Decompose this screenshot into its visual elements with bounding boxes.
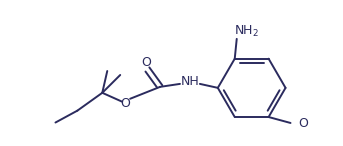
- Text: NH$_2$: NH$_2$: [234, 24, 259, 40]
- Text: O: O: [141, 56, 151, 69]
- Text: O: O: [120, 97, 130, 110]
- Text: NH: NH: [180, 75, 199, 88]
- Text: O: O: [298, 117, 308, 131]
